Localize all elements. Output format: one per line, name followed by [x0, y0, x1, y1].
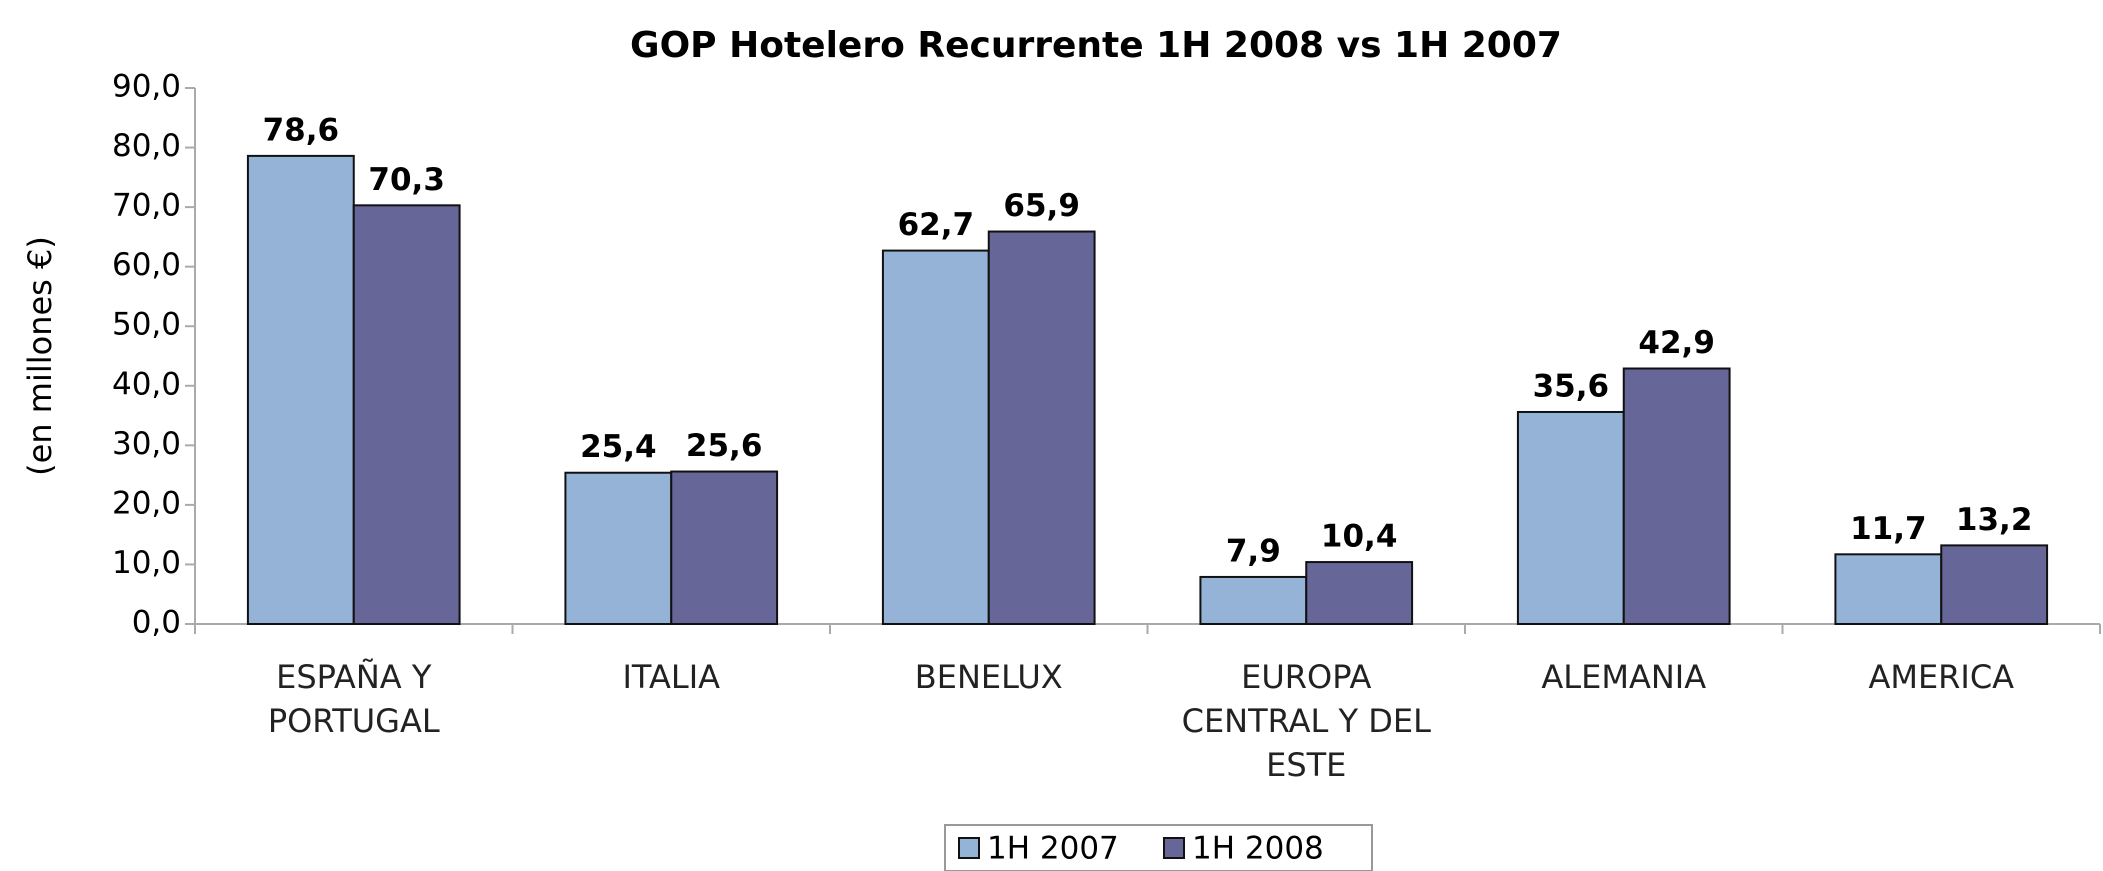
value-label: 70,3	[368, 162, 445, 198]
y-tick-label: 60,0	[112, 247, 181, 283]
value-label: 25,6	[686, 428, 763, 464]
y-tick-label: 10,0	[112, 545, 181, 581]
x-tick-label: ESPAÑA Y PORTUGAL	[267, 658, 440, 740]
value-label: 62,7	[898, 207, 975, 243]
bar	[670, 470, 779, 625]
y-tick-label: 90,0	[112, 69, 181, 105]
bar	[352, 204, 461, 626]
value-label: 78,6	[263, 112, 340, 148]
x-tick-label: ITALIA	[622, 658, 721, 696]
y-tick-label: 40,0	[112, 366, 181, 402]
bar	[246, 154, 355, 625]
chart-title: GOP Hotelero Recurrente 1H 2008 vs 1H 20…	[630, 25, 1562, 66]
value-label: 10,4	[1321, 519, 1398, 555]
value-label: 7,9	[1226, 533, 1281, 569]
legend-swatch	[1163, 837, 1185, 859]
legend-label: 1H 2007	[987, 831, 1119, 867]
y-tick-label: 70,0	[112, 188, 181, 224]
x-tick-label: BENELUX	[914, 658, 1063, 696]
y-tick-label: 80,0	[112, 128, 181, 164]
value-label: 25,4	[580, 429, 657, 465]
y-tick-label: 50,0	[112, 307, 181, 343]
bar	[1834, 553, 1943, 626]
bar	[881, 249, 990, 625]
value-label: 13,2	[1956, 502, 2033, 538]
bar	[1199, 575, 1308, 625]
bar	[1305, 561, 1414, 625]
x-tick-label: EUROPA CENTRAL Y DEL ESTE	[1181, 658, 1431, 784]
y-axis-label: (en millones €)	[21, 236, 59, 476]
bar	[1516, 410, 1625, 625]
bar	[1940, 544, 2049, 625]
legend-box	[944, 824, 1373, 871]
value-label: 11,7	[1850, 511, 1927, 547]
legend-swatch	[958, 837, 980, 859]
bar	[987, 230, 1096, 625]
value-label: 35,6	[1533, 368, 1610, 404]
legend-label: 1H 2008	[1192, 831, 1324, 867]
x-tick-label: AMERICA	[1868, 658, 2015, 696]
bar	[564, 471, 673, 625]
y-tick-label: 20,0	[112, 485, 181, 521]
value-label: 42,9	[1638, 325, 1715, 361]
bar	[1622, 367, 1731, 625]
value-label: 65,9	[1003, 188, 1080, 224]
x-tick-label: ALEMANIA	[1541, 658, 1707, 696]
y-tick-label: 30,0	[112, 426, 181, 462]
y-tick-label: 0,0	[132, 605, 181, 641]
